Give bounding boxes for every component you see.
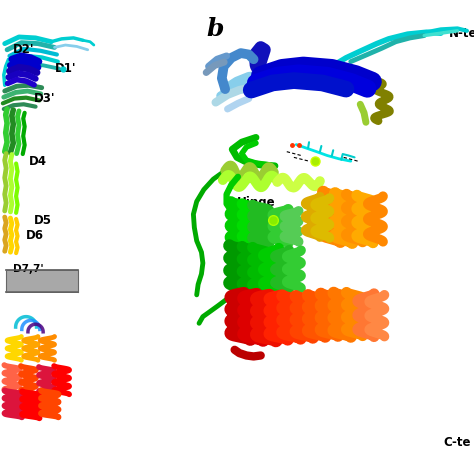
Text: Hinge
region: Hinge region [237,196,280,224]
Text: D7,7': D7,7' [13,264,44,274]
Text: D3': D3' [34,91,55,105]
Text: D2': D2' [13,43,35,56]
Text: D6: D6 [26,229,44,242]
Text: C-te: C-te [443,436,471,449]
Text: N-te: N-te [448,27,474,40]
Text: D1': D1' [55,62,76,75]
Text: D5: D5 [34,214,52,227]
Text: D4: D4 [28,155,46,168]
Text: b: b [206,17,224,41]
